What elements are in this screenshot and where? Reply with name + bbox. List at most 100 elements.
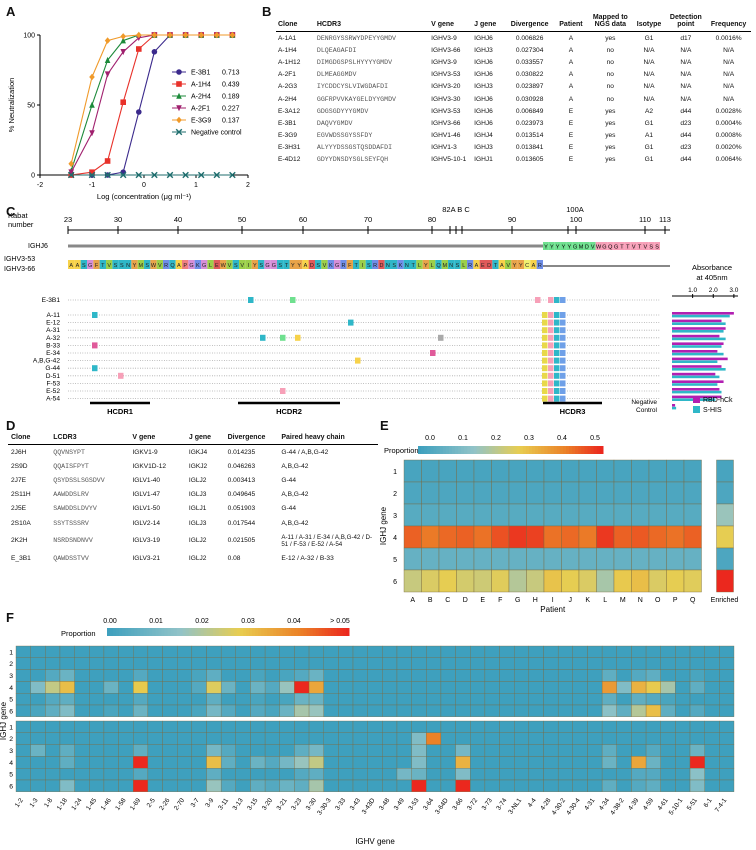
heatmap-cell xyxy=(338,756,354,769)
heatmap-cell xyxy=(528,657,544,670)
heatmap-cell xyxy=(411,732,427,745)
colorbar-segment xyxy=(294,628,299,636)
heatmap-cell xyxy=(660,720,676,733)
residue-cell xyxy=(441,260,448,269)
heatmap-cell xyxy=(15,779,31,792)
heatmap-cell xyxy=(162,645,178,658)
residue-letter: S xyxy=(259,263,263,269)
hcdr3-residue xyxy=(560,312,566,318)
data-point xyxy=(167,31,173,39)
table-cell: 0.003413 xyxy=(227,476,256,484)
heatmap-cell xyxy=(15,756,31,769)
table-cell: yes xyxy=(605,34,616,42)
residue-cell xyxy=(479,260,486,269)
heatmap-cell xyxy=(235,704,251,717)
clone-label: E-34 xyxy=(46,350,60,357)
colorbar-segment xyxy=(212,628,217,636)
hcdr3-residue xyxy=(554,395,560,402)
heatmap-cell xyxy=(59,768,75,781)
heatmap-cell xyxy=(616,732,632,745)
colorbar-segment xyxy=(246,628,250,636)
heatmap-cell xyxy=(352,720,368,733)
residue-cell xyxy=(613,242,620,250)
heatmap-cell xyxy=(59,681,75,694)
table-cell: IGLJ2 xyxy=(188,554,207,562)
table-cell: A,B,G-42 xyxy=(281,462,309,470)
absorbance-bar-rbd xyxy=(672,342,724,345)
heatmap-cell xyxy=(396,720,412,733)
table-cell: N/A xyxy=(680,71,692,79)
data-point xyxy=(151,171,158,179)
table-cell: N/A xyxy=(643,58,655,66)
column-label: 2-26 xyxy=(158,797,171,812)
residue-cell xyxy=(636,242,643,250)
heatmap-cell xyxy=(367,693,383,706)
heatmap-cell xyxy=(645,704,661,717)
heatmap-cell xyxy=(367,681,383,694)
residue-letter: Y xyxy=(513,263,517,269)
heatmap-cell xyxy=(675,704,691,717)
data-point xyxy=(151,49,158,55)
colorbar-segment xyxy=(418,446,422,454)
column-label: 3-43D xyxy=(361,797,377,816)
heatmap-cell xyxy=(683,503,702,527)
heatmap-cell xyxy=(45,720,61,733)
column-label: 4-38-2 xyxy=(609,797,626,817)
table-cell: yes xyxy=(605,144,616,152)
heatmap-cell xyxy=(613,459,632,483)
column-header: J gene xyxy=(185,432,225,445)
heatmap-cell xyxy=(352,704,368,717)
table-cell: IGLV1-50 xyxy=(132,505,161,513)
heatmap-cell xyxy=(220,756,236,769)
heatmap-cell xyxy=(59,657,75,670)
heatmap-cell xyxy=(704,645,720,658)
heatmap-cell xyxy=(440,720,456,733)
heatmap-cell xyxy=(411,645,427,658)
row-label: 3 xyxy=(9,673,13,680)
table-cell: A-11 / A-31 / E-34 / A,B,G-42 / D-51 / F… xyxy=(281,533,373,548)
heatmap-cell xyxy=(719,669,735,682)
heatmap-cell xyxy=(666,525,685,549)
absorbance-title: Absorbance xyxy=(692,263,732,272)
heatmap-cell xyxy=(704,720,720,733)
table-cell: A-2H4 xyxy=(278,95,297,103)
heatmap-cell xyxy=(279,768,295,781)
absorbance-bar-shis xyxy=(672,390,722,394)
heatmap-cell xyxy=(89,657,105,670)
colorbar-segment xyxy=(228,628,232,636)
residue-cell xyxy=(270,260,277,269)
legend-name: A-2H4 xyxy=(191,94,211,101)
heatmap-cell xyxy=(601,720,617,733)
heatmap-cell xyxy=(396,681,412,694)
heatmap-cell xyxy=(45,645,61,658)
row-label: 1 xyxy=(393,469,397,476)
heatmap-cell xyxy=(484,645,500,658)
clone-label: D-51 xyxy=(46,373,61,380)
row-label: 6 xyxy=(9,783,13,790)
hcdr3-residue xyxy=(542,334,548,341)
heatmap-cell xyxy=(499,704,515,717)
legend-ic50: 0.713 xyxy=(222,70,240,77)
heatmap-cell xyxy=(616,657,632,670)
heatmap-cell xyxy=(557,645,573,658)
residue-cell xyxy=(572,242,579,250)
heatmap-cell xyxy=(455,779,471,792)
column-label: 2-70 xyxy=(173,797,186,812)
heatmap-cell xyxy=(103,669,119,682)
hcdr3-residue xyxy=(554,357,560,364)
column-header: Clone xyxy=(8,432,51,445)
absorbance-bar-shis xyxy=(672,375,720,379)
residue-letter: T xyxy=(411,263,415,269)
heatmap-cell xyxy=(177,720,193,733)
heatmap-cell xyxy=(499,720,515,733)
colorbar-tick-label: 0.04 xyxy=(287,618,301,625)
colorbar-segment xyxy=(185,628,190,636)
table-cell: IGHV5-10-1 xyxy=(431,156,467,164)
heatmap-cell xyxy=(616,693,632,706)
heatmap-cell xyxy=(411,693,427,706)
table-cell: ALYYYDSSGSTQSDDAFDI xyxy=(316,144,393,152)
heatmap-cell xyxy=(648,503,667,527)
colorbar-segment xyxy=(455,446,459,454)
table-cell: d23 xyxy=(680,119,692,127)
data-point xyxy=(197,171,205,179)
